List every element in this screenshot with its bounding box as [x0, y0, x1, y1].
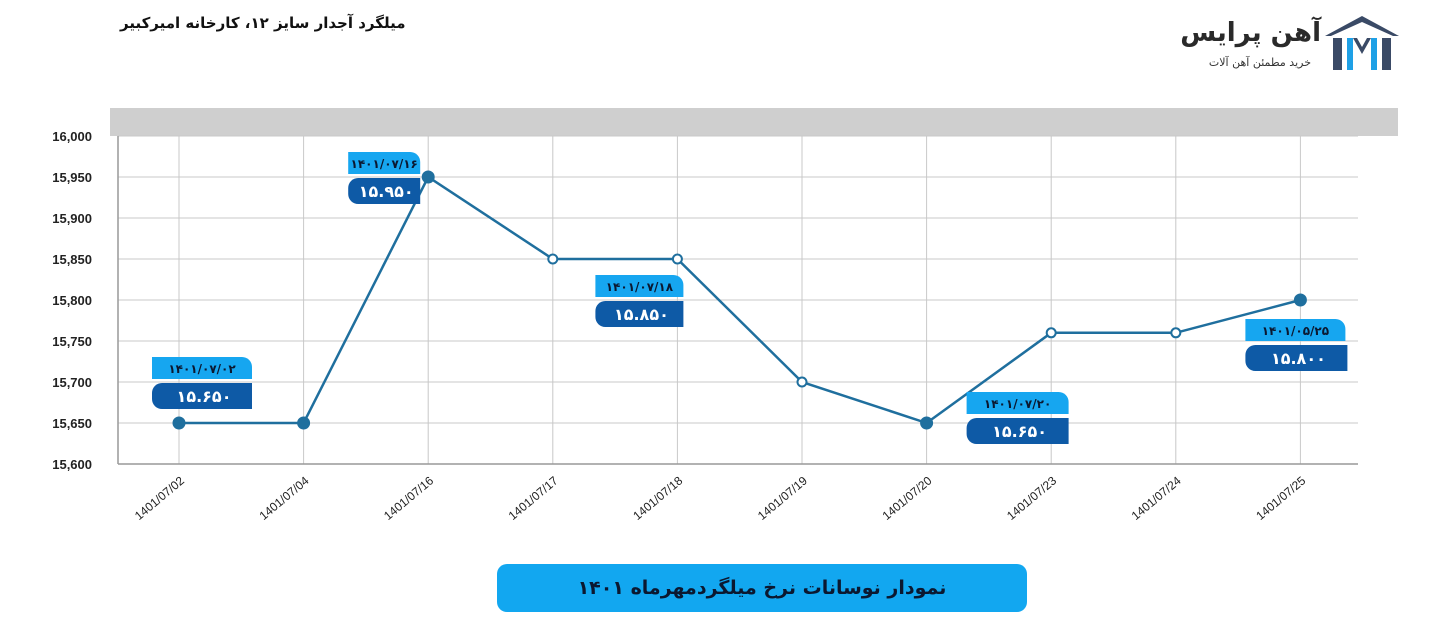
y-tick-label: 15,850	[52, 252, 92, 267]
data-point	[1170, 327, 1182, 339]
series-line	[179, 175, 1301, 425]
date-pill	[1245, 319, 1346, 341]
data-points	[172, 170, 1307, 430]
date-pill	[966, 392, 1069, 414]
data-point	[796, 376, 808, 388]
y-tick-label: 15,650	[52, 416, 92, 431]
value-pill	[1245, 345, 1348, 371]
data-point	[547, 253, 559, 265]
value-pill	[966, 418, 1069, 444]
x-tick-label: 1401/07/04	[257, 473, 312, 523]
x-tick-label: 1401/07/17	[506, 473, 561, 523]
annotation-value: ۱۵.۶۵۰	[992, 422, 1047, 441]
y-tick-label: 15,800	[52, 293, 92, 308]
x-tick-label: 1401/07/16	[381, 473, 436, 523]
data-point	[671, 253, 683, 265]
y-tick-label: 15,700	[52, 375, 92, 390]
x-tick-label: 1401/07/25	[1253, 473, 1308, 523]
value-pill	[595, 301, 684, 327]
value-pill	[348, 178, 421, 204]
annotation-value: ۱۵.۸۰۰	[1271, 349, 1326, 368]
annotation-date: ۱۴۰۱/۰۵/۲۵	[1262, 324, 1329, 338]
line-chart: 15,600 15,650 15,700 15,750 15,800 15,850 15,9…	[52, 108, 1398, 523]
logo-mark-icon	[1325, 16, 1399, 70]
date-pill	[348, 152, 421, 174]
data-point	[920, 416, 934, 430]
footer-banner: نمودار نوسانات نرخ میلگردمهرماه ۱۴۰۱	[497, 564, 1027, 612]
logo-tagline: خرید مطمئن آهن آلات	[1208, 56, 1311, 69]
chart-title: میلگرد آجدار سایز ۱۲، کارخانه امیرکبیر	[120, 14, 406, 32]
annotation-date: ۱۴۰۱/۰۷/۱۸	[606, 280, 674, 294]
date-pill	[595, 275, 684, 297]
date-pill	[152, 357, 252, 379]
y-tick-label: 15,600	[52, 457, 92, 472]
annotation-value: ۱۵.۸۵۰	[614, 305, 669, 324]
y-tick-label: 15,950	[52, 170, 92, 185]
x-tick-label: 1401/07/23	[1004, 473, 1059, 523]
x-tick-label: 1401/07/24	[1129, 473, 1184, 523]
x-tick-label: 1401/07/19	[755, 473, 810, 523]
y-tick-label: 15,900	[52, 211, 92, 226]
annotation-callout: ۱۴۰۱/۰۷/۰۲ ۱۵.۶۵۰	[152, 357, 252, 409]
data-point	[1045, 327, 1057, 339]
y-tick-label: 15,750	[52, 334, 92, 349]
annotation-date: ۱۴۰۱/۰۷/۰۲	[168, 362, 236, 376]
chart-top-band	[110, 108, 1398, 136]
annotation-value: ۱۵.۹۵۰	[359, 182, 414, 201]
annotation-callout: ۱۴۰۱/۰۷/۲۰ ۱۵.۶۵۰	[966, 392, 1069, 444]
annotations: ۱۴۰۱/۰۷/۰۲۱۵.۶۵۰۱۴۰۱/۰۷/۱۶۱۵.۹۵۰۱۴۰۱/۰۷/…	[152, 152, 1348, 444]
value-pill	[152, 383, 252, 409]
y-tick-label: 16,000	[52, 129, 92, 144]
x-axis-ticks: 1401/07/02 1401/07/04 1401/07/16 1401/07/17…	[132, 473, 1309, 523]
y-axis-ticks: 15,600 15,650 15,700 15,750 15,800 15,850 15,9…	[52, 129, 92, 472]
annotation-callout: ۱۴۰۱/۰۷/۱۸ ۱۵.۸۵۰	[595, 275, 684, 327]
logo-name: آهن پرایس	[1180, 18, 1321, 48]
data-point	[1293, 293, 1307, 307]
data-point	[172, 416, 186, 430]
x-tick-label: 1401/07/20	[880, 473, 935, 523]
annotation-value: ۱۵.۶۵۰	[177, 387, 232, 406]
data-point	[421, 170, 435, 184]
axes	[117, 136, 1358, 465]
annotation-callout: ۱۴۰۱/۰۵/۲۵ ۱۵.۸۰۰	[1245, 319, 1348, 371]
annotation-date: ۱۴۰۱/۰۷/۱۶	[351, 157, 418, 171]
x-tick-label: 1401/07/02	[132, 473, 187, 523]
data-point	[297, 416, 311, 430]
annotation-date: ۱۴۰۱/۰۷/۲۰	[984, 397, 1051, 411]
x-tick-label: 1401/07/18	[630, 473, 685, 523]
annotation-callout: ۱۴۰۱/۰۷/۱۶ ۱۵.۹۵۰	[348, 152, 421, 204]
grid-lines	[118, 135, 1358, 465]
